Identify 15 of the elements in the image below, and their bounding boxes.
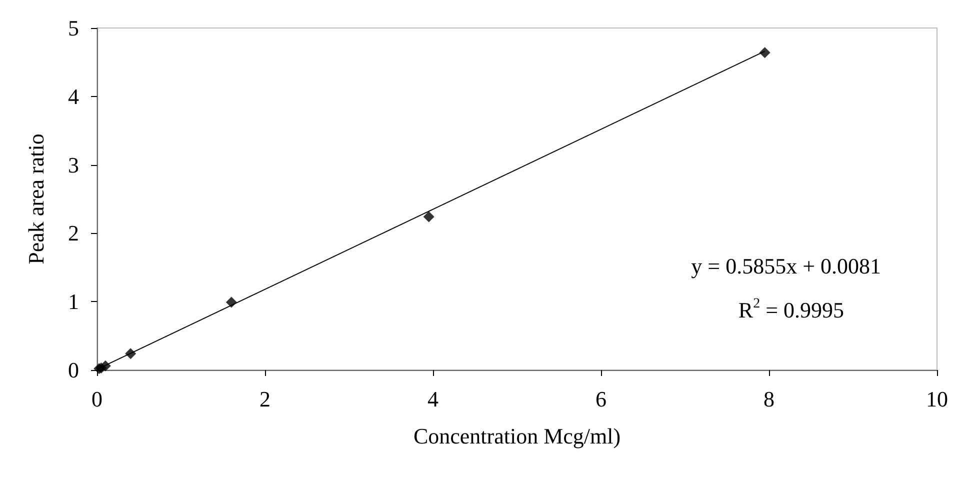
y-tick-label: 2: [68, 220, 79, 246]
y-tick-label: 4: [68, 84, 79, 109]
y-tick-label: 0: [68, 358, 79, 382]
x-tick-label: 2: [260, 386, 270, 412]
x-tick-label: 0: [92, 386, 102, 412]
y-axis-title: Peak area ratio: [24, 134, 48, 264]
y-tick-label: 1: [68, 289, 79, 314]
x-tick-label: 10: [926, 386, 948, 412]
x-axis-title: Concentration Mcg/ml): [413, 424, 621, 448]
x-tick-label: 6: [596, 386, 606, 412]
y-tick-label: 3: [68, 152, 79, 178]
annotation: y = 0.5855x + 0.0081: [691, 254, 882, 278]
x-tick-label: 4: [428, 386, 438, 412]
x-tick-label: 8: [764, 386, 774, 412]
y-tick-label: 5: [68, 16, 79, 40]
